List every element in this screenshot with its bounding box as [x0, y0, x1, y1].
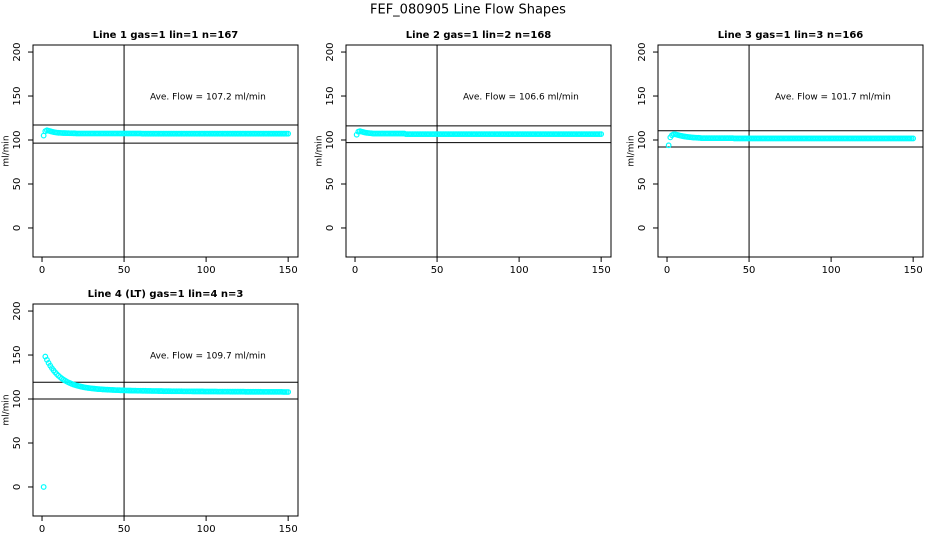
- y-tick-label: 150: [12, 345, 23, 364]
- y-tick-label: 50: [325, 178, 336, 191]
- data-point: [285, 389, 292, 395]
- data-point: [285, 130, 292, 137]
- y-axis-label: ml/min: [315, 135, 325, 166]
- panel: Line 3 gas=1 lin=3 n=166 0 50 100 150 0 50 100 1…: [627, 30, 924, 276]
- panel: Line 4 (LT) gas=1 lin=4 n=3 0 50 100 150 0 50 1…: [2, 289, 299, 535]
- x-tick-label: 150: [279, 524, 298, 535]
- x-tick-label: 100: [822, 265, 841, 276]
- data-point: [665, 142, 672, 149]
- y-tick-label: 200: [637, 42, 648, 61]
- x-tick-label: 50: [743, 265, 756, 276]
- x-tick-label: 50: [118, 265, 131, 276]
- panel: Line 2 gas=1 lin=2 n=168 0 50 100 150 0 50 100 1…: [315, 30, 612, 276]
- y-tick-label: 150: [325, 86, 336, 105]
- y-tick-label: 100: [325, 130, 336, 149]
- y-tick-label: 200: [325, 42, 336, 61]
- data-point: [598, 131, 605, 138]
- plot-frame: [32, 303, 299, 517]
- annotation: Ave. Flow = 107.2 ml/min: [150, 92, 266, 102]
- data-point: [910, 135, 917, 142]
- x-tick-label: 0: [352, 265, 358, 276]
- y-tick-label: 100: [12, 130, 23, 149]
- y-tick-label: 200: [12, 42, 23, 61]
- y-tick-label: 50: [637, 178, 648, 191]
- y-tick-label: 50: [12, 437, 23, 450]
- x-tick-label: 150: [904, 265, 923, 276]
- x-tick-label: 50: [118, 524, 131, 535]
- annotation: Ave. Flow = 101.7 ml/min: [775, 92, 891, 102]
- panel-title: Line 3 gas=1 lin=3 n=166: [718, 30, 864, 41]
- y-axis-label: ml/min: [2, 135, 12, 166]
- figure-title: FEF_080905 Line Flow Shapes: [370, 3, 566, 18]
- x-tick-label: 0: [664, 265, 670, 276]
- y-tick-label: 0: [325, 225, 336, 231]
- x-tick-label: 0: [39, 265, 45, 276]
- annotation: Ave. Flow = 109.7 ml/min: [150, 351, 266, 361]
- y-tick-label: 100: [637, 130, 648, 149]
- panel: Line 1 gas=1 lin=1 n=167 0 50 100 150 0 50 100 1…: [2, 30, 299, 276]
- x-tick-label: 0: [39, 524, 45, 535]
- y-axis-label: ml/min: [627, 135, 637, 166]
- x-tick-label: 100: [510, 265, 529, 276]
- annotation: Ave. Flow = 106.6 ml/min: [463, 92, 579, 102]
- y-tick-label: 50: [12, 178, 23, 191]
- panel-title: Line 4 (LT) gas=1 lin=4 n=3: [88, 289, 244, 300]
- y-tick-label: 0: [637, 225, 648, 231]
- plot-frame: [345, 44, 612, 258]
- x-tick-label: 100: [197, 524, 216, 535]
- x-tick-label: 100: [197, 265, 216, 276]
- y-tick-label: 150: [12, 86, 23, 105]
- y-tick-label: 0: [12, 225, 23, 231]
- y-tick-label: 150: [637, 86, 648, 105]
- x-tick-label: 150: [279, 265, 298, 276]
- x-tick-label: 150: [592, 265, 611, 276]
- y-tick-label: 100: [12, 389, 23, 408]
- plot-frame: [32, 44, 299, 258]
- panel-title: Line 2 gas=1 lin=2 n=168: [406, 30, 552, 41]
- plot-frame: [657, 44, 924, 258]
- y-axis-label: ml/min: [2, 394, 12, 425]
- y-tick-label: 0: [12, 484, 23, 490]
- panel-title: Line 1 gas=1 lin=1 n=167: [93, 30, 239, 41]
- x-tick-label: 50: [431, 265, 444, 276]
- data-point: [40, 484, 47, 490]
- y-tick-label: 200: [12, 301, 23, 320]
